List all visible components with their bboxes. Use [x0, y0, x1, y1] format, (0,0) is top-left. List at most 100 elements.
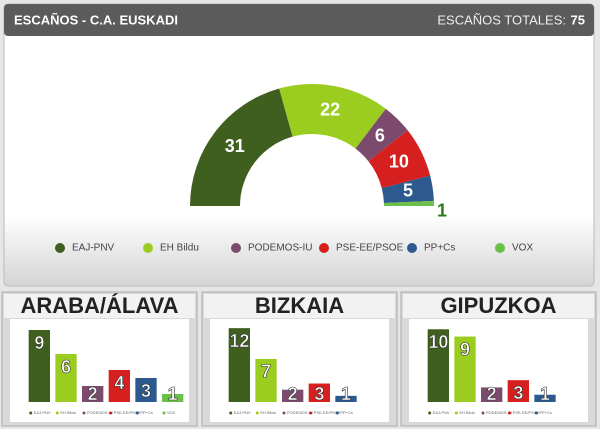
bar-label: 3	[141, 381, 151, 401]
legend-dot	[282, 411, 286, 415]
bar	[454, 336, 476, 402]
legend-swatch	[407, 243, 417, 253]
bar-label: 9	[34, 333, 44, 353]
bar-label: 9	[460, 339, 470, 359]
category-label: PP+Cs	[539, 410, 552, 415]
category-label: EH Bildu	[459, 410, 475, 415]
legend-dot	[162, 411, 166, 415]
bar	[162, 394, 184, 402]
bar	[135, 378, 157, 402]
category-label: EH Bildu	[260, 410, 276, 415]
legend-swatch	[55, 243, 65, 253]
category-label: PP+Cs	[140, 410, 153, 415]
category-label: PODEMOS-IU	[486, 410, 512, 415]
bar-label: 6	[61, 357, 71, 377]
bar-label: 3	[314, 384, 324, 404]
seat-label: 5	[403, 181, 413, 201]
seat-label: 6	[375, 125, 385, 145]
legend-dot	[135, 411, 139, 415]
region-title-band	[4, 294, 195, 318]
category-label: EAJ-PNV	[433, 410, 450, 415]
legend-swatch	[319, 243, 329, 253]
legend-dot	[55, 411, 59, 415]
legend-swatch	[495, 243, 505, 253]
region-title: BIZKAIA	[255, 293, 344, 318]
total-label: ESCAÑOS TOTALES:	[437, 12, 566, 27]
bar	[108, 370, 130, 402]
bar-label: 2	[288, 384, 298, 404]
seat-segment	[381, 175, 434, 203]
legend-dot	[229, 411, 233, 415]
bar	[282, 389, 304, 402]
legend-dot	[508, 411, 512, 415]
seat-label: 31	[225, 136, 245, 156]
category-label: VOX	[167, 410, 176, 415]
bar	[82, 386, 104, 402]
bar-label: 4	[114, 373, 124, 393]
category-label: EH Bildu	[60, 410, 76, 415]
category-label: PSE-EE/PSOE	[314, 410, 341, 415]
legend-label: VOX	[512, 243, 533, 254]
legend-dot	[255, 411, 259, 415]
bar	[427, 329, 449, 402]
region-title: ARABA/ÁLAVA	[20, 293, 178, 318]
bar-label: 7	[261, 362, 271, 382]
bar-label: 12	[229, 331, 249, 351]
bar	[228, 328, 250, 402]
seat-segment	[190, 88, 293, 206]
main-title: ESCAÑOS - C.A. EUSKADI	[14, 12, 178, 27]
legend-label: PSE-EE/PSOE	[336, 243, 404, 254]
seat-segment	[383, 200, 434, 206]
bar-label: 10	[428, 332, 448, 352]
category-label: PSE-EE/PSOE	[114, 410, 141, 415]
legend-label: EAJ-PNV	[72, 243, 115, 254]
legend-dot	[309, 411, 313, 415]
legend-label: PP+Cs	[424, 243, 455, 254]
seat-segment	[368, 130, 431, 189]
seat-segment	[279, 83, 386, 149]
category-label: EAJ-PNV	[34, 410, 51, 415]
seat-label: 10	[389, 152, 409, 172]
bar	[481, 387, 503, 402]
header-bar	[4, 4, 594, 36]
legend-dot	[335, 411, 339, 415]
bar	[335, 395, 357, 402]
legend-dot	[454, 411, 458, 415]
legend-dot	[82, 411, 86, 415]
region-title: GIPUZKOA	[440, 293, 556, 318]
legend-dot	[481, 411, 485, 415]
region-title-band	[204, 294, 395, 318]
bar	[507, 380, 529, 402]
legend-dot	[109, 411, 113, 415]
bar-label: 1	[168, 384, 178, 404]
category-label: EAJ-PNV	[234, 410, 251, 415]
bar	[308, 383, 330, 402]
seat-segment	[355, 108, 408, 162]
seat-label: 22	[320, 99, 340, 119]
legend-dot	[534, 411, 538, 415]
bar-label: 2	[487, 384, 497, 404]
bar-label: 1	[540, 384, 550, 404]
category-label: PP+Cs	[340, 410, 353, 415]
category-label: PODEMOS-IU	[87, 410, 113, 415]
legend-dot	[428, 411, 432, 415]
legend-swatch	[143, 243, 153, 253]
bar-label: 3	[513, 383, 523, 403]
legend-dot	[29, 411, 33, 415]
legend-label: EH Bildu	[160, 243, 199, 254]
bar	[255, 358, 277, 402]
bar-label: 2	[88, 384, 98, 404]
legend-swatch	[231, 243, 241, 253]
category-label: PSE-EE/PSOE	[513, 410, 540, 415]
region-title-band	[403, 294, 594, 318]
bar	[28, 330, 50, 402]
seat-label: 1	[437, 200, 447, 220]
bar	[55, 354, 77, 402]
legend-label: PODEMOS-IU	[248, 243, 312, 254]
total-value: 75	[571, 12, 585, 27]
category-label: PODEMOS-IU	[287, 410, 313, 415]
bar	[534, 394, 556, 402]
bar-label: 1	[341, 384, 351, 404]
